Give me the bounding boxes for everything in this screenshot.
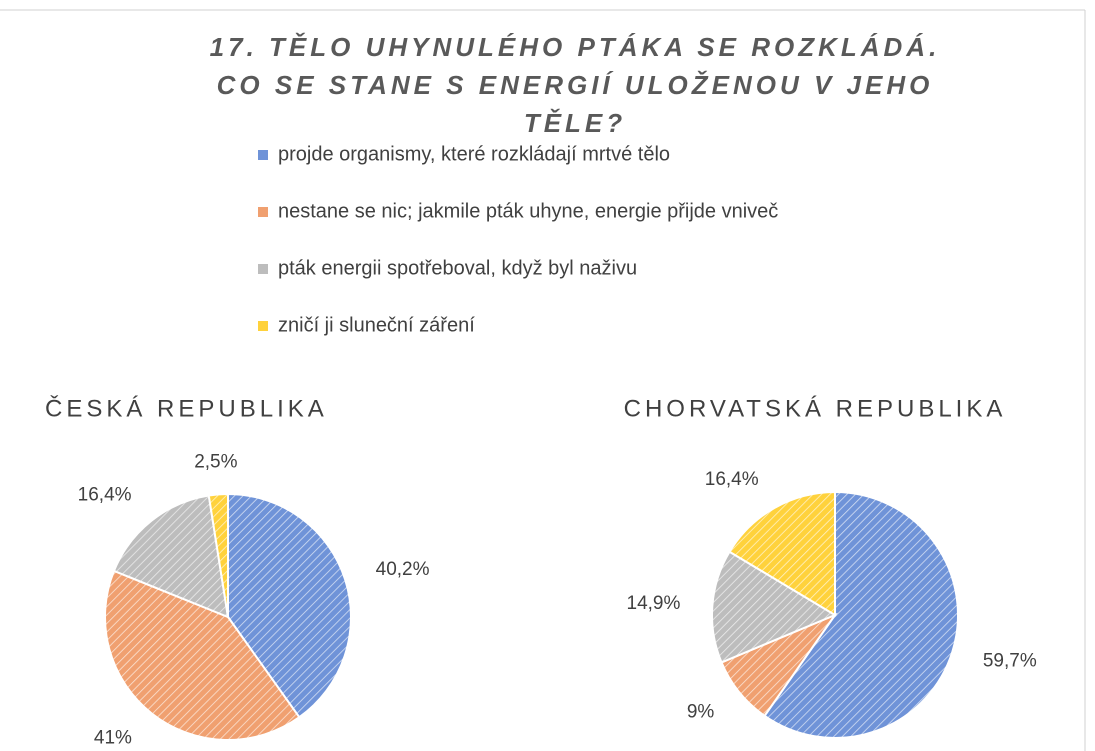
pie-slice — [763, 490, 959, 739]
data-label: 14,9% — [627, 593, 681, 614]
pie-slice — [728, 490, 836, 617]
data-label: 40,2% — [376, 559, 430, 580]
legend-label: pták energii spotřeboval, když byl naživ… — [278, 257, 637, 279]
legend-label: zničí ji sluneční záření — [278, 314, 475, 336]
legend-swatch — [258, 207, 268, 217]
legend-label: nestane se nic; jakmile pták uhyne, ener… — [278, 200, 778, 222]
legend-swatch — [258, 321, 268, 331]
legend-swatch — [258, 150, 268, 160]
pie-title: ČESKÁ REPUBLIKA — [45, 394, 328, 422]
data-label: 41% — [94, 728, 132, 749]
pie-slice — [112, 494, 230, 619]
data-label: 2,5% — [194, 451, 237, 472]
data-label: 16,4% — [78, 485, 132, 506]
pie-slice — [227, 492, 352, 719]
legend-label: projde organismy, které rozkládají mrtvé… — [278, 143, 670, 165]
data-label: 9% — [687, 701, 715, 722]
pie-slice — [711, 550, 838, 664]
data-label: 59,7% — [983, 651, 1037, 672]
pie-title: CHORVATSKÁ REPUBLIKA — [624, 395, 1007, 422]
pie-slice — [207, 492, 229, 618]
pie-slice — [104, 569, 301, 741]
data-label: 16,4% — [705, 469, 759, 490]
chart-title: 17. TĚLO UHYNULÉHO PTÁKA SE ROZKLÁDÁ. CO… — [209, 32, 941, 138]
legend-swatch — [258, 264, 268, 274]
